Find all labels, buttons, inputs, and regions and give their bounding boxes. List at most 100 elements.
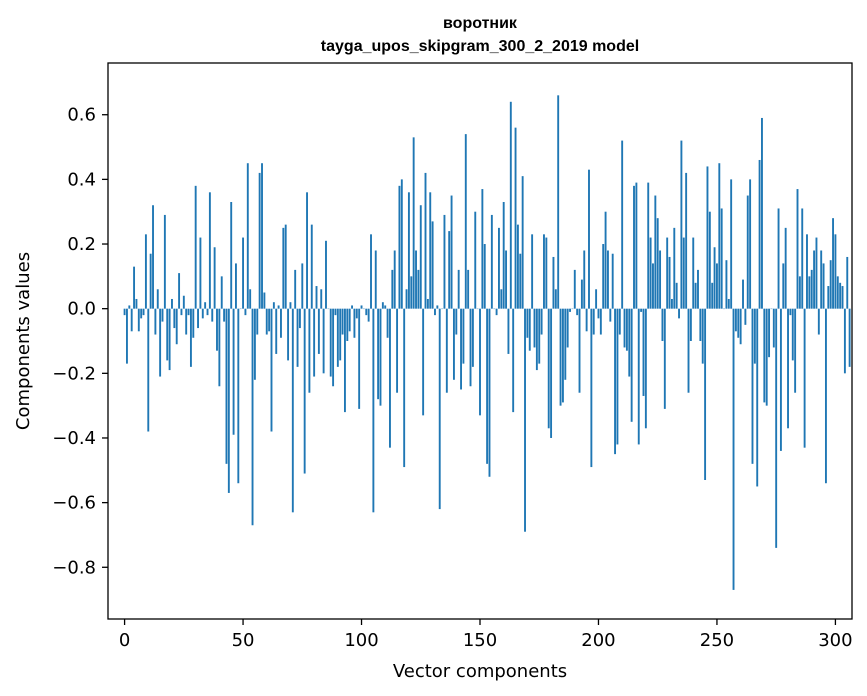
bar: [803, 308, 806, 448]
bar: [208, 192, 211, 309]
bar: [661, 308, 664, 341]
bar: [505, 250, 508, 309]
bar: [718, 163, 721, 309]
bar: [339, 308, 342, 361]
bar: [325, 240, 327, 309]
bar: [315, 286, 318, 309]
bar: [784, 227, 787, 309]
bar: [689, 308, 692, 341]
bar: [168, 308, 171, 371]
bar: [445, 308, 448, 393]
bar: [159, 308, 162, 377]
bar: [637, 308, 640, 445]
bar: [403, 308, 406, 468]
bar: [227, 308, 230, 493]
bar: [656, 218, 659, 309]
bar: [633, 185, 635, 309]
bar: [732, 308, 735, 590]
bar: [777, 208, 780, 309]
bar: [573, 269, 576, 309]
bar: [839, 282, 842, 309]
bar: [578, 308, 581, 393]
x-tick-label: 250: [700, 630, 734, 651]
bar: [737, 308, 740, 338]
bar: [668, 256, 671, 309]
bar: [405, 289, 408, 309]
bar: [436, 305, 439, 309]
bar: [434, 308, 436, 316]
bar: [595, 289, 598, 309]
bar: [178, 273, 181, 309]
bar: [758, 159, 761, 309]
bar: [422, 308, 425, 416]
bar: [467, 269, 470, 309]
bar: [384, 305, 387, 309]
bar: [789, 308, 792, 316]
bar: [289, 302, 292, 309]
bar: [490, 214, 493, 309]
bar: [623, 308, 626, 348]
bar: [156, 289, 159, 309]
bar: [697, 269, 699, 309]
bar: [604, 211, 607, 309]
bar: [351, 305, 353, 309]
bar: [187, 308, 190, 316]
bar: [161, 308, 164, 322]
bar: [396, 308, 399, 393]
bar: [609, 308, 612, 322]
bar: [460, 308, 462, 390]
bar: [540, 308, 543, 335]
bar: [616, 308, 619, 445]
bar: [407, 192, 410, 309]
bar: [216, 308, 218, 351]
bar: [313, 308, 316, 377]
bar: [246, 163, 249, 309]
bar: [751, 308, 754, 464]
bar: [841, 286, 844, 309]
bar: [303, 308, 306, 474]
bar: [218, 308, 221, 387]
y-tick-label: 0.6: [67, 105, 96, 126]
bar: [625, 308, 628, 351]
bar: [628, 308, 631, 377]
bar: [360, 305, 363, 309]
bar: [201, 308, 204, 319]
bar: [500, 289, 503, 309]
bar: [678, 308, 680, 319]
bar: [426, 298, 429, 309]
bar: [806, 234, 808, 309]
bar: [389, 308, 391, 448]
bar: [585, 308, 588, 332]
bar: [298, 308, 301, 329]
bar: [640, 308, 643, 312]
bar: [528, 308, 531, 351]
bar: [317, 308, 320, 354]
bar: [237, 308, 240, 484]
bar: [765, 308, 768, 406]
bar: [400, 179, 403, 309]
bar: [471, 308, 474, 367]
bar: [533, 308, 536, 348]
bar: [791, 308, 794, 361]
bar: [706, 166, 709, 309]
bar: [552, 256, 555, 309]
bar: [824, 308, 827, 484]
bar: [810, 269, 813, 309]
bar: [846, 256, 849, 309]
bar: [204, 302, 207, 309]
bar: [787, 308, 789, 429]
x-axis-title: Vector components: [393, 661, 567, 682]
bar: [583, 250, 586, 309]
bar: [147, 308, 150, 432]
bar: [374, 250, 377, 309]
bar: [253, 308, 256, 380]
chart-subtitle: tayga_upos_skipgram_300_2_2019 model: [321, 38, 639, 55]
bar: [569, 308, 571, 312]
bar: [258, 172, 261, 309]
bar: [682, 237, 685, 309]
bar: [498, 227, 500, 309]
bar: [225, 308, 228, 464]
bar: [479, 308, 481, 416]
bar: [166, 308, 169, 361]
